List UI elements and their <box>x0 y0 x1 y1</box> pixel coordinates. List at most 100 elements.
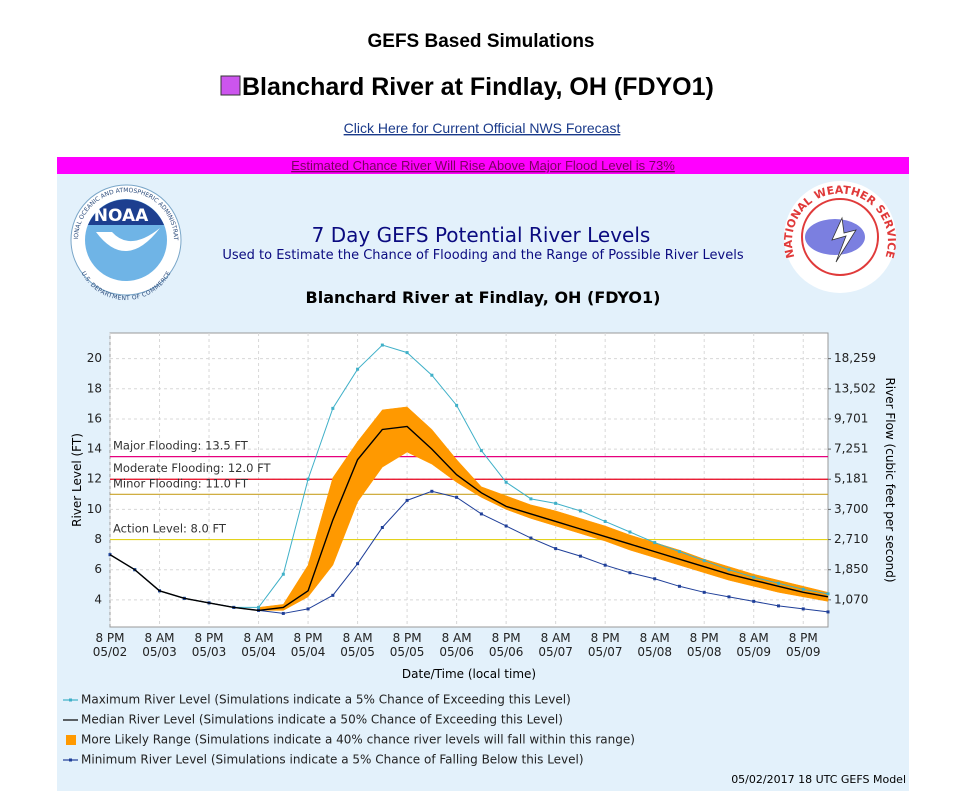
point <box>504 524 508 528</box>
y2-tick-label: 13,502 <box>834 381 876 395</box>
footer: 05/02/2017 18 UTC GEFS Model <box>731 773 906 786</box>
legend-label: More Likely Range (Simulations indicate … <box>81 733 635 747</box>
point <box>677 550 681 554</box>
y2-tick-label: 9,701 <box>834 411 868 425</box>
x-tick-label: 8 PM 05/06 <box>489 631 524 659</box>
point <box>826 610 830 614</box>
point <box>455 403 459 407</box>
point <box>281 611 285 615</box>
point <box>257 605 261 609</box>
point <box>331 593 335 597</box>
legend-label: Maximum River Level (Simulations indicat… <box>81 693 571 707</box>
x-tick-label: 8 AM 05/05 <box>340 631 375 659</box>
logo-bolt <box>831 216 857 263</box>
x-tick-label: 8 PM 05/05 <box>390 631 425 659</box>
tick-line: 8 PM <box>393 631 422 645</box>
tick-line: 05/05 <box>390 645 425 659</box>
point <box>380 343 384 347</box>
point <box>826 592 830 596</box>
point <box>479 449 483 453</box>
y-tick-label: 18 <box>87 381 102 395</box>
tick-line: 8 AM <box>343 631 373 645</box>
range-band <box>258 406 829 611</box>
point <box>702 559 706 563</box>
y-tick-label: 14 <box>87 442 102 456</box>
x-axis-label: Date/Time (local time) <box>402 667 536 681</box>
y-tick-label: 6 <box>94 562 102 576</box>
point <box>529 536 533 540</box>
x-tick-label: 8 AM 05/07 <box>538 631 573 659</box>
point <box>356 367 360 371</box>
point <box>727 595 731 599</box>
x-tick-label: 8 AM 05/08 <box>637 631 672 659</box>
point <box>677 584 681 588</box>
point <box>603 563 607 567</box>
tick-line: 05/09 <box>786 645 821 659</box>
threshold-label: Action Level: 8.0 FT <box>113 522 227 536</box>
y2-tick-label: 2,710 <box>834 532 868 546</box>
point <box>603 519 607 523</box>
banner-text[interactable]: Estimated Chance River Will Rise Above M… <box>291 158 675 173</box>
series-line <box>109 425 829 612</box>
tick-line: 05/02 <box>93 645 128 659</box>
tick-line: 05/07 <box>588 645 623 659</box>
station-title: Blanchard River at Findlay, OH (FDYO1) <box>306 288 661 307</box>
tick-line: 05/06 <box>439 645 474 659</box>
logo-bird <box>96 228 160 252</box>
point <box>727 568 731 572</box>
tick-line: 05/09 <box>736 645 771 659</box>
point <box>306 607 310 611</box>
y-tick-label: 12 <box>87 472 102 486</box>
x-tick-label: 8 AM 05/06 <box>439 631 474 659</box>
chart-title: 7 Day GEFS Potential River Levels <box>312 223 651 247</box>
tick-line: 05/07 <box>538 645 573 659</box>
y-tick-label: 10 <box>87 502 102 516</box>
y-tick-label: 20 <box>87 351 102 365</box>
x-tick-label: 8 PM 05/08 <box>687 631 722 659</box>
chart-subtitle: Used to Estimate the Chance of Flooding … <box>222 248 743 263</box>
point <box>529 497 533 501</box>
nws-logo: NATIONAL WEATHER SERVICE <box>782 181 898 293</box>
tick-line: 8 PM <box>690 631 719 645</box>
legend-label: Minimum River Level (Simulations indicat… <box>81 753 584 767</box>
point <box>628 571 632 575</box>
y-axis-label: River Level (FT) <box>70 433 84 527</box>
tick-line: 8 AM <box>640 631 670 645</box>
location-title: Blanchard River at Findlay, OH (FDYO1) <box>242 73 714 101</box>
color-square <box>220 75 241 96</box>
threshold-label: Minor Flooding: 11.0 FT <box>113 476 249 490</box>
tick-line: 05/03 <box>192 645 227 659</box>
point <box>801 587 805 591</box>
y2-tick-label: 1,070 <box>834 592 868 606</box>
point <box>281 572 285 576</box>
x-tick-label: 8 AM 05/09 <box>736 631 771 659</box>
tick-line: 05/04 <box>241 645 276 659</box>
point <box>405 498 409 502</box>
point <box>578 554 582 558</box>
logo-text: NOAA <box>94 206 149 226</box>
x-tick-label: 8 PM 05/02 <box>93 631 128 659</box>
tick-line: 8 AM <box>541 631 571 645</box>
point <box>479 512 483 516</box>
y-tick-label: 16 <box>87 411 102 425</box>
threshold-label: Major Flooding: 13.5 FT <box>113 439 249 453</box>
tick-line: 8 PM <box>294 631 323 645</box>
tick-line: 05/08 <box>637 645 672 659</box>
y2-tick-label: 1,850 <box>834 562 868 576</box>
y2-tick-label: 3,700 <box>834 502 868 516</box>
forecast-link[interactable]: Click Here for Current Official NWS Fore… <box>344 120 621 136</box>
x-tick-label: 8 AM 05/04 <box>241 631 276 659</box>
tick-line: 8 PM <box>789 631 818 645</box>
x-tick-label: 8 PM 05/04 <box>291 631 326 659</box>
y2-tick-label: 7,251 <box>834 442 868 456</box>
point <box>455 495 459 499</box>
point <box>430 489 434 493</box>
threshold-label: Moderate Flooding: 12.0 FT <box>113 461 272 475</box>
point <box>752 599 756 603</box>
tick-line: 8 AM <box>442 631 472 645</box>
tick-line: 05/06 <box>489 645 524 659</box>
noaa-logo: NOAA NATIONAL OCEANIC AND ATMOSPHERIC AD… <box>0 0 182 302</box>
point <box>801 607 805 611</box>
point <box>776 581 780 585</box>
tick-line: 8 PM <box>95 631 124 645</box>
